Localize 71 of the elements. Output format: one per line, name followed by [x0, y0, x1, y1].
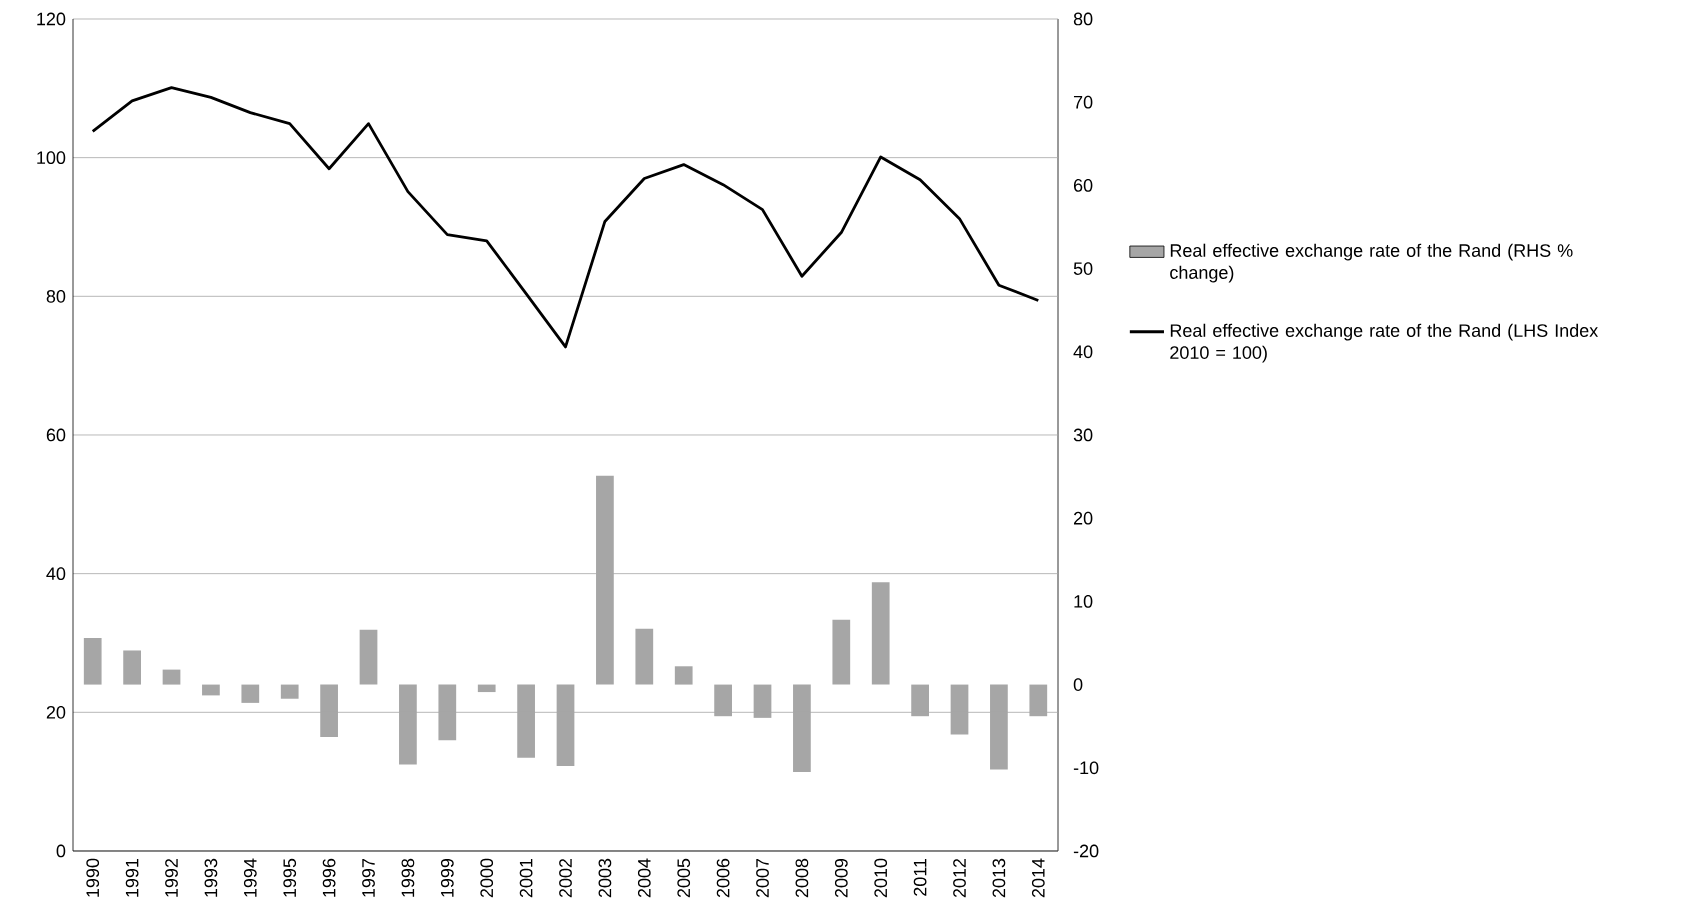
x-tick-label: 1996	[322, 858, 336, 897]
bar	[123, 650, 141, 685]
x-tick-label: 1994	[243, 858, 257, 897]
bar	[793, 684, 811, 772]
bar	[635, 628, 654, 685]
y2-tick-label: 0	[1073, 678, 1083, 691]
x-tick-label: 2014	[1031, 858, 1045, 898]
bar	[477, 684, 496, 693]
x-tick-label: 2005	[677, 858, 691, 898]
line-series	[91, 86, 1040, 349]
y2-tick-label: -10	[1073, 761, 1099, 775]
x-tick-label: 1993	[204, 858, 218, 897]
x-tick-label: 2002	[559, 858, 572, 898]
y2-tick-label: 40	[1073, 345, 1093, 359]
bar	[359, 629, 378, 685]
y2-tick-label: 20	[1073, 511, 1093, 525]
x-tick-label: 2004	[637, 858, 651, 898]
bar	[162, 669, 181, 685]
y2-tick-label: 30	[1073, 428, 1093, 442]
x-tick-label: 2009	[834, 858, 848, 898]
y-tick-label: 100	[37, 151, 66, 165]
bar	[871, 582, 890, 685]
x-tick-label: 1990	[86, 858, 100, 897]
x-tick-label: 2013	[992, 858, 1006, 898]
y2-tick-label: 50	[1073, 262, 1093, 275]
y2-tick-label: 60	[1073, 179, 1093, 192]
x-tick-label: 2007	[756, 858, 769, 898]
bar	[990, 684, 1008, 770]
x-tick-label: 2012	[953, 858, 966, 898]
y-tick-label: 0	[56, 844, 66, 858]
bar	[438, 684, 457, 741]
bar	[596, 475, 614, 685]
legend-label: Real effective exchange rate of the Rand (RHS % change)	[1170, 243, 1573, 283]
y2-tick-label: 70	[1073, 95, 1093, 109]
bar	[280, 684, 299, 699]
bar	[832, 619, 851, 685]
bar	[399, 684, 417, 765]
bar	[1029, 684, 1048, 717]
y-tick-label: 40	[46, 567, 66, 581]
bar	[753, 684, 772, 718]
x-tick-label: 2003	[598, 858, 612, 898]
x-tick-label: 2010	[874, 858, 888, 898]
x-tick-label: 2011	[913, 858, 927, 896]
y-tick-label: 120	[37, 12, 66, 26]
bar	[83, 637, 102, 685]
x-tick-label: 2006	[716, 858, 730, 898]
x-tick-label: 1999	[440, 858, 454, 897]
x-tick-label: 1992	[165, 858, 178, 897]
x-tick-label: 1991	[125, 858, 139, 897]
x-tick-label: 1997	[362, 858, 375, 897]
y2-tick-label: 10	[1074, 595, 1093, 608]
bar	[320, 684, 338, 737]
y-tick-label: 20	[46, 705, 66, 719]
y-tick-label: 60	[46, 428, 66, 442]
x-tick-label: 2001	[519, 858, 533, 898]
x-tick-label: 1998	[401, 858, 415, 897]
bar	[556, 684, 575, 767]
bar	[911, 684, 929, 717]
bar	[241, 684, 260, 703]
y-tick-label: 80	[46, 289, 66, 303]
bar	[517, 684, 535, 758]
legend-label: Real effective exchange rate of the Rand (LHS Index 2010 = 100)	[1170, 323, 1599, 363]
x-tick-label: 1995	[283, 858, 297, 897]
x-tick-label: 2000	[480, 858, 494, 898]
bar	[674, 666, 693, 685]
bar	[950, 684, 969, 735]
x-tick-label: 2008	[795, 858, 809, 898]
bar	[714, 684, 732, 717]
y2-tick-label: 80	[1073, 12, 1093, 26]
y2-tick-label: -20	[1073, 844, 1099, 858]
bar	[202, 684, 220, 696]
